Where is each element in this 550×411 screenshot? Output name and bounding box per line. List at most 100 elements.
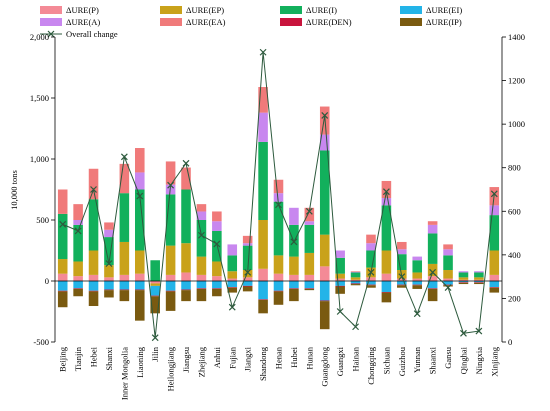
overall-change-line	[59, 48, 498, 342]
bar-ure-den-shaanxi	[427, 288, 438, 289]
bar-ure-a-guangdong	[319, 134, 330, 151]
bar-ure-i-anhui	[212, 230, 222, 262]
point-overall-change-liaoning	[136, 192, 144, 200]
category-label-inner-mongolia: Inner Mongolia	[119, 347, 129, 400]
bar-ure-ea-sichuan	[381, 180, 392, 199]
category-label-guangxi: Guangxi	[335, 346, 345, 376]
bar-ure-i-liaoning	[135, 189, 145, 251]
bar-ure-den-xinjiang	[489, 287, 500, 288]
bar-ure-ip-tianjin	[73, 288, 83, 297]
category-label-tianjin: Tianjin	[73, 346, 83, 371]
point-overall-change-chongqing	[367, 268, 375, 276]
point-overall-change-tianjin	[74, 227, 82, 235]
point-overall-change-hebei	[90, 186, 97, 193]
bar-ure-ep-zhejiang	[196, 256, 207, 275]
bar-ure-ep-beijing	[57, 259, 68, 274]
bar-ure-ea-liaoning	[135, 148, 145, 173]
bar-ure-p-inner-mongolia	[119, 274, 130, 281]
bar-ure-ip-yunnan	[412, 285, 423, 289]
bar-ure-ep-hainan	[350, 277, 361, 280]
bar-ure-ip-zhejiang	[196, 288, 207, 302]
bar-ure-ip-jiangsu	[181, 290, 191, 302]
category-label-xinjiang: Xinjiang	[489, 346, 499, 376]
point-overall-change-guangxi	[336, 308, 344, 315]
category-label-heilongjiang: Heilongjiang	[166, 346, 176, 391]
point-overall-change-sichuan	[382, 188, 390, 196]
bar-ure-ei-guizhou	[397, 281, 407, 285]
bar-ure-ip-chongqing	[366, 285, 376, 288]
bar-ure-p-liaoning	[135, 273, 145, 281]
bar-ure-p-shaanxi	[427, 276, 438, 281]
bar-ure-i-heilongjiang	[165, 194, 176, 246]
bar-ure-ip-jilin	[150, 296, 160, 314]
bar-ure-p-heilongjiang	[165, 274, 176, 281]
point-overall-change-henan	[275, 201, 282, 209]
category-label-hebei: Hebei	[89, 346, 99, 367]
bar-ure-a-liaoning	[135, 172, 145, 190]
bar-ure-ea-hainan	[350, 271, 361, 272]
legend-label-ure-a: ΔURE(A)	[66, 17, 100, 27]
bar-ure-ei-henan	[273, 281, 284, 291]
point-overall-change-guangdong	[321, 112, 329, 119]
legend-label-ure-ei: ΔURE(EI)	[426, 5, 462, 15]
bar-ure-p-gansu	[443, 278, 453, 281]
bar-ure-den-guizhou	[397, 284, 407, 286]
bar-ure-ep-ningxia	[474, 277, 484, 280]
bar-ure-ea-henan	[273, 179, 284, 194]
bar-ure-ei-hubei	[289, 281, 299, 289]
point-overall-change-yunnan	[413, 310, 421, 318]
bar-ure-ip-henan	[273, 291, 284, 305]
category-label-jiangxi: Jiangxi	[243, 346, 253, 371]
point-overall-change-anhui	[213, 240, 221, 248]
bar-ure-ip-guangxi	[335, 286, 345, 294]
bar-ure-p-tianjin	[73, 276, 83, 281]
point-overall-change-zhejiang	[198, 231, 205, 239]
bar-ure-ip-guizhou	[397, 285, 407, 288]
bar-ure-ep-sichuan	[381, 250, 392, 274]
bar-ure-ep-jiangxi	[242, 270, 253, 278]
bar-ure-ei-fujian	[227, 281, 238, 288]
bar-ure-i-jiangxi	[242, 245, 253, 271]
bar-ure-ip-xinjiang	[489, 287, 500, 293]
category-label-anhui: Anhui	[212, 346, 222, 368]
bar-ure-den-fujian	[227, 287, 238, 288]
bar-ure-ei-guangxi	[335, 281, 345, 286]
bar-ure-ep-hubei	[289, 256, 299, 275]
bar-ure-den-yunnan	[412, 284, 423, 286]
bar-ure-p-guangdong	[319, 266, 330, 281]
bar-ure-den-hebei	[88, 290, 99, 292]
bar-ure-ep-yunnan	[412, 272, 423, 279]
bar-ure-ei-shanxi	[104, 281, 114, 290]
bars	[55, 87, 502, 330]
right-tick-label: 200	[508, 293, 521, 303]
bar-ure-i-hainan	[350, 272, 361, 278]
point-overall-change-xinjiang	[490, 190, 498, 198]
bar-ure-den-hainan	[350, 283, 361, 285]
bar-ure-ei-liaoning	[135, 281, 145, 290]
bar-ure-i-ningxia	[474, 272, 484, 278]
bar-ure-ei-hebei	[88, 281, 99, 291]
bar-ure-p-henan	[273, 273, 284, 281]
bar-ure-ei-heilongjiang	[165, 281, 176, 291]
bar-ure-p-sichuan	[381, 273, 392, 281]
bar-ure-p-guangxi	[335, 278, 345, 281]
bar-ure-p-shandong	[258, 268, 268, 281]
bar-ure-p-qinghai	[458, 279, 469, 281]
category-label-shaanxi: Shaanxi	[428, 346, 438, 374]
bar-ure-ip-gansu	[443, 285, 453, 287]
bar-ure-ip-qinghai	[458, 282, 469, 285]
bar-ure-i-guangxi	[335, 257, 345, 274]
point-overall-change-inner-mongolia	[120, 153, 128, 161]
bar-ure-ea-zhejiang	[196, 204, 207, 212]
bar-ure-a-guangxi	[335, 250, 345, 258]
bar-ure-ei-inner-mongolia	[119, 281, 130, 290]
bar-ure-a-jiangxi	[242, 243, 253, 246]
category-label-sichuan: Sichuan	[381, 346, 391, 374]
bar-ure-ip-hebei	[88, 291, 99, 307]
point-overall-change-ningxia	[475, 327, 483, 335]
bar-ure-ep-inner-mongolia	[119, 241, 130, 275]
bar-ure-a-ningxia	[474, 271, 484, 273]
bar-ure-den-shandong	[258, 299, 268, 300]
bar-ure-ip-hainan	[350, 284, 361, 286]
category-label-zhejiang: Zhejiang	[196, 346, 206, 377]
